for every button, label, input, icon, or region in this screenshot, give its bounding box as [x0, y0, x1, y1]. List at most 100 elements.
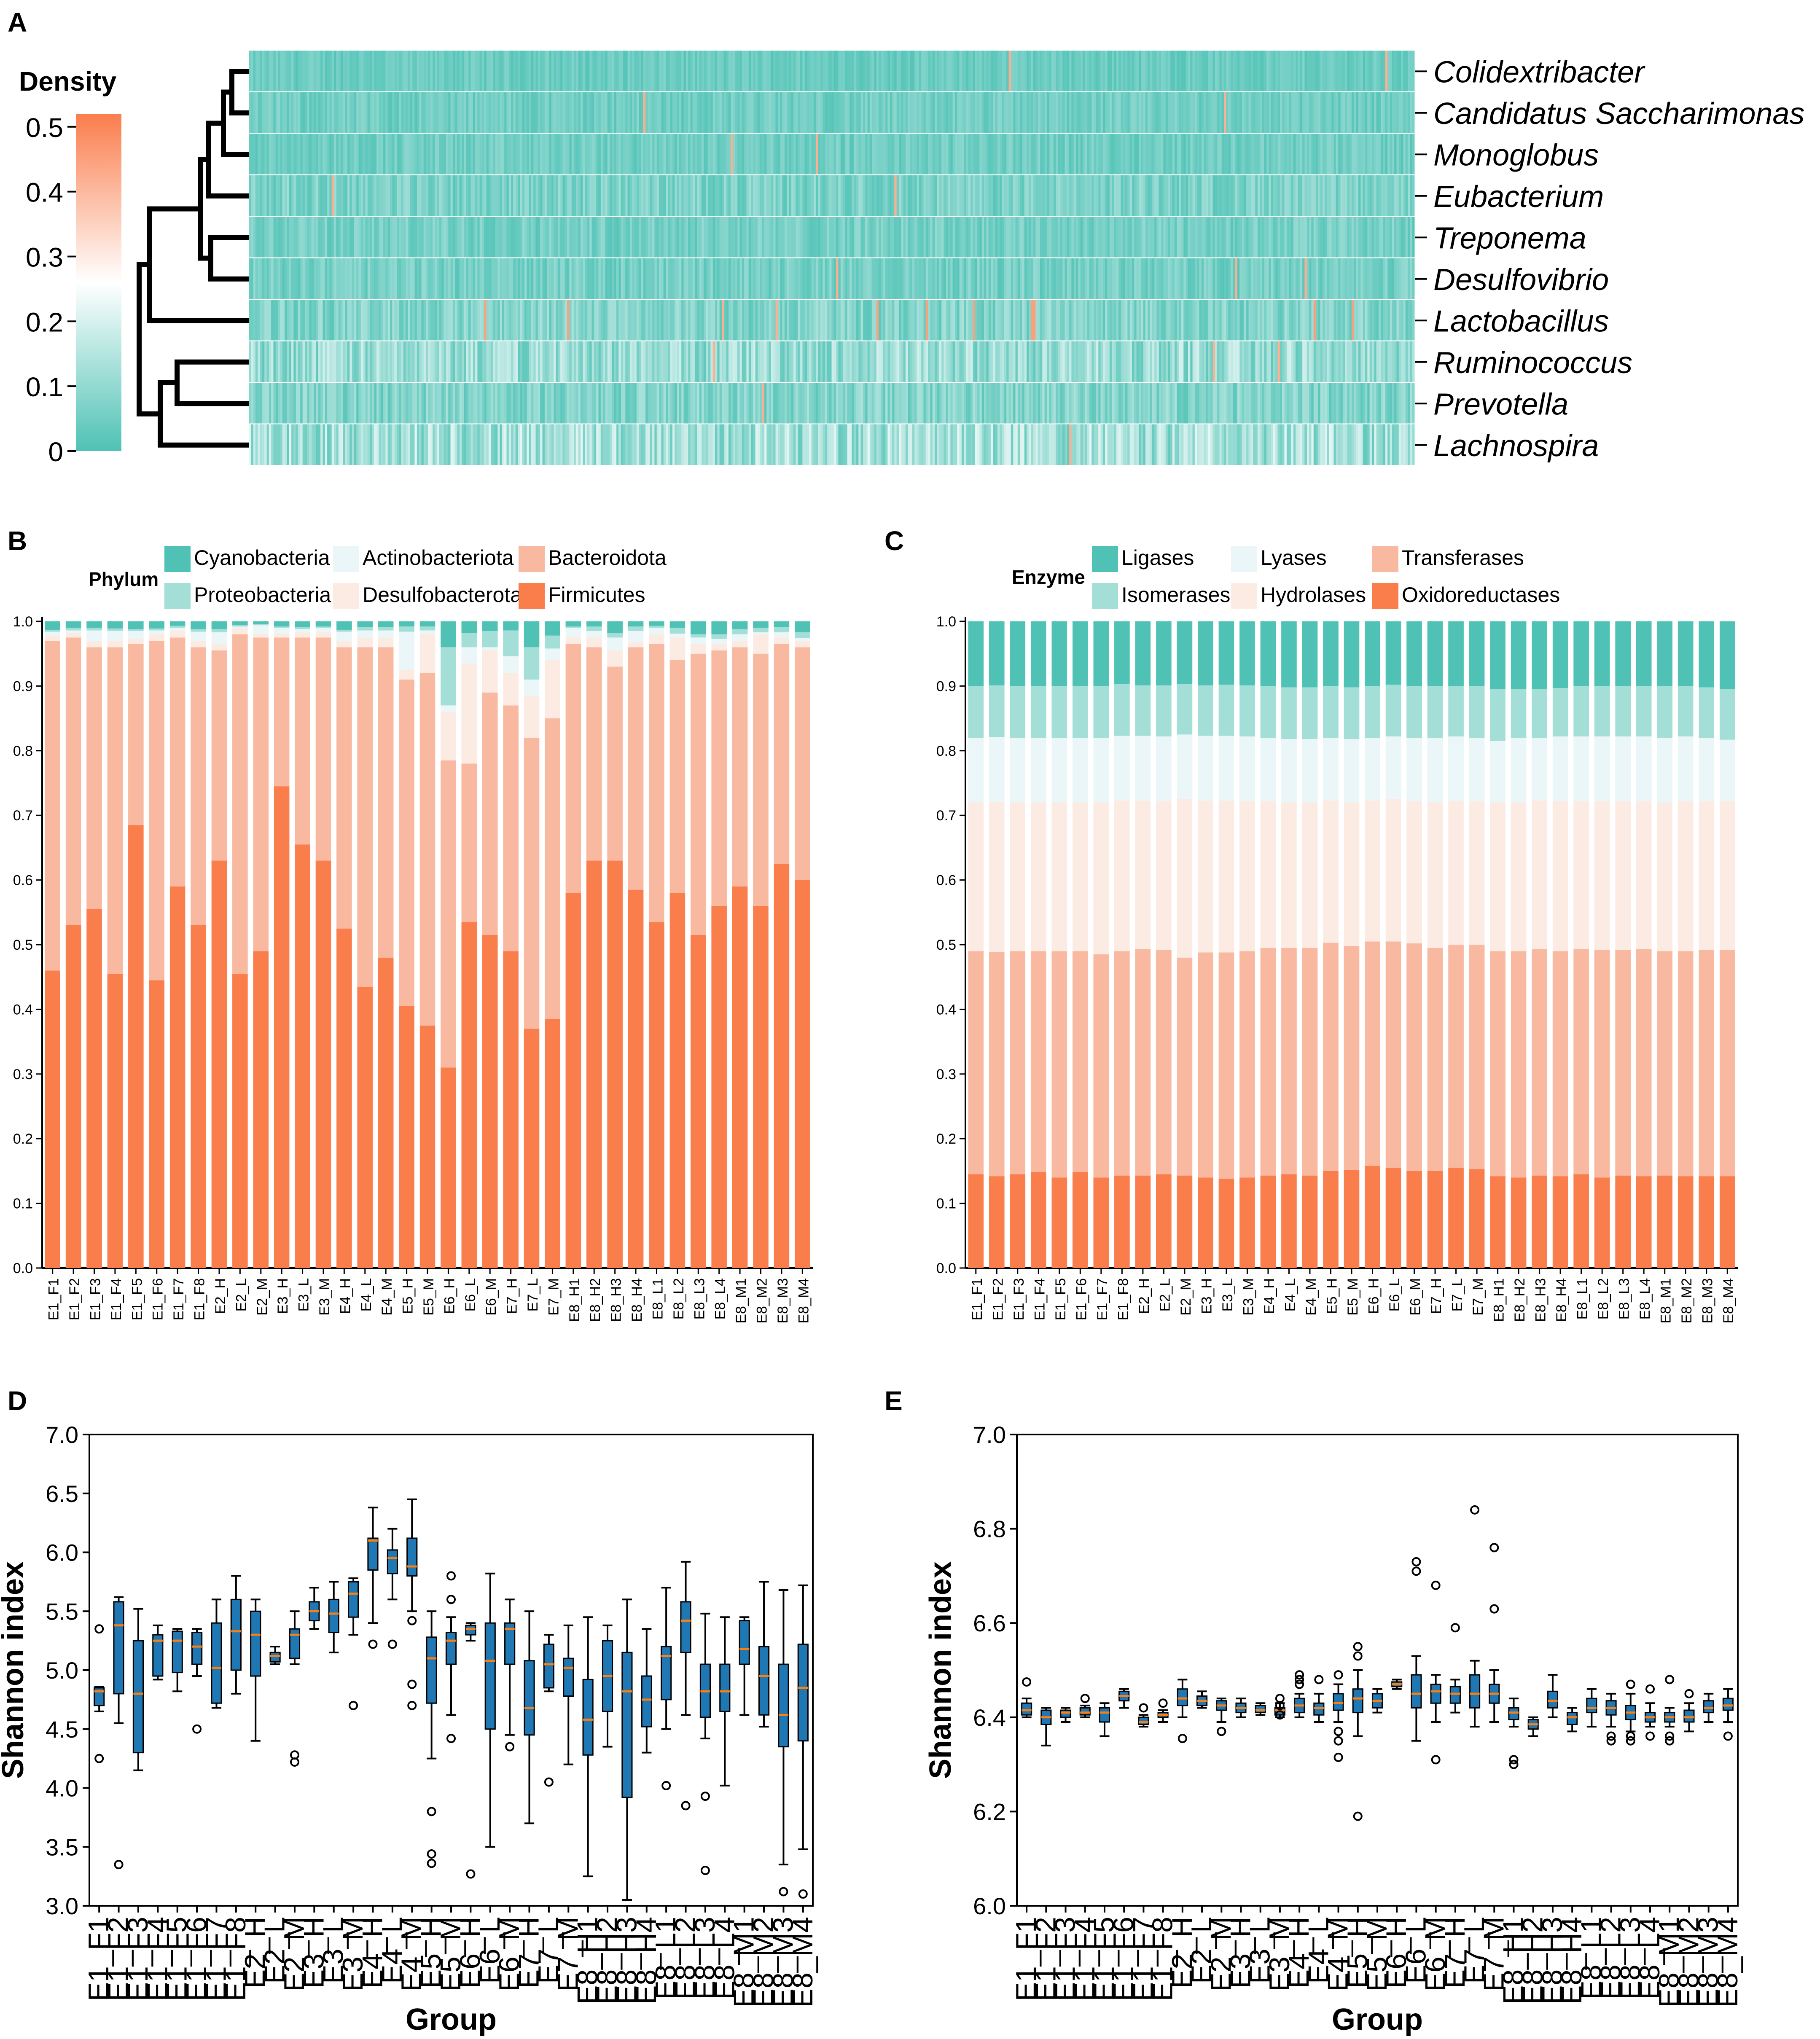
heatmap-cell [997, 217, 1000, 258]
heatmap-cell [816, 424, 819, 465]
heatmap-cell [591, 134, 594, 175]
heatmap-cell [414, 51, 417, 91]
heatmap-cell [1053, 258, 1056, 299]
heatmap-cell [1255, 383, 1258, 424]
heatmap-cell [576, 92, 579, 133]
heatmap-cell [1029, 300, 1032, 341]
heatmap-cell [551, 92, 554, 133]
heatmap-cell [533, 175, 536, 216]
heatmap-cell [349, 134, 352, 175]
heatmap-cell [334, 258, 336, 299]
heatmap-cell [908, 258, 911, 299]
heatmap-cell [448, 424, 451, 465]
heatmap-cell [1378, 300, 1381, 341]
heatmap-cell [1109, 258, 1112, 299]
heatmap-cell [959, 51, 962, 91]
heatmap-cell [973, 92, 976, 133]
heatmap-cell [251, 175, 254, 216]
heatmap-cell [777, 300, 780, 341]
heatmap-cell [455, 300, 458, 341]
heatmap-cell [1298, 258, 1301, 299]
heatmap-cell [1067, 51, 1070, 91]
heatmap-cell [739, 341, 742, 382]
heatmap-cell [847, 175, 850, 216]
heatmap-cell [464, 258, 467, 299]
colorbar-tick-label: 0.5 [26, 113, 63, 143]
heatmap-cell [560, 217, 563, 258]
heatmap-cell [1365, 92, 1368, 133]
heatmap-cell [887, 134, 890, 175]
heatmap-cell [1365, 134, 1368, 175]
heatmap-cell [1255, 92, 1258, 133]
heatmap-cell [1318, 92, 1321, 133]
heatmap-cell [341, 341, 343, 382]
heatmap-cell [896, 51, 899, 91]
heatmap-cell [486, 424, 489, 465]
heatmap-cell [1352, 383, 1354, 424]
heatmap-cell [1107, 258, 1110, 299]
heatmap-cell [352, 51, 355, 91]
heatmap-cell [712, 300, 715, 341]
heatmap-cell [1210, 51, 1213, 91]
heatmap-cell [677, 92, 680, 133]
heatmap-cell [659, 217, 661, 258]
heatmap-cell [865, 134, 868, 175]
heatmap-cell [1027, 383, 1029, 424]
heatmap-cell [1383, 134, 1386, 175]
heatmap-cell [1035, 51, 1038, 91]
heatmap-cell [450, 51, 453, 91]
heatmap-cell [1383, 92, 1386, 133]
heatmap-cell [1338, 217, 1341, 258]
heatmap-cell [379, 51, 382, 91]
heatmap-cell [551, 134, 554, 175]
heatmap-cell [1250, 217, 1253, 258]
heatmap-cell [1031, 175, 1034, 216]
heatmap-cell [511, 300, 513, 341]
heatmap-cell [1098, 258, 1101, 299]
heatmap-cell [473, 134, 476, 175]
heatmap-cell [549, 92, 552, 133]
heatmap-cell [1132, 92, 1134, 133]
heatmap-cell [753, 383, 756, 424]
heatmap-cell [1273, 51, 1276, 91]
heatmap-cell [1277, 217, 1280, 258]
heatmap-cell [621, 92, 624, 133]
heatmap-cell [981, 134, 984, 175]
heatmap-cell [872, 258, 875, 299]
heatmap-cell [966, 300, 969, 341]
heatmap-cell [417, 51, 419, 91]
heatmap-cell [535, 175, 538, 216]
heatmap-cell [282, 217, 285, 258]
heatmap-cell [784, 92, 787, 133]
heatmap-cell [1365, 175, 1368, 216]
heatmap-cell [843, 341, 845, 382]
heatmap-cell [883, 175, 886, 216]
heatmap-cell [1233, 217, 1236, 258]
heatmap-cell [800, 51, 803, 91]
heatmap-cell [1148, 383, 1151, 424]
heatmap-cell [656, 92, 659, 133]
heatmap-cell [748, 92, 751, 133]
heatmap-cell [491, 134, 494, 175]
heatmap-cell [1349, 258, 1352, 299]
heatmap-cell [833, 175, 836, 216]
heatmap-cell [1192, 134, 1195, 175]
heatmap-cell [697, 134, 700, 175]
heatmap-cell [995, 134, 998, 175]
heatmap-cell [1354, 217, 1357, 258]
heatmap-cell [686, 175, 688, 216]
heatmap-cell [535, 217, 538, 258]
heatmap-cell [1215, 258, 1218, 299]
heatmap-cell [412, 300, 415, 341]
heatmap-cell [605, 51, 608, 91]
heatmap-cell [883, 383, 886, 424]
heatmap-cell [1121, 341, 1124, 382]
heatmap-cell [1083, 92, 1085, 133]
heatmap-cell [789, 134, 792, 175]
heatmap-cell [623, 300, 626, 341]
heatmap-cell [833, 341, 836, 382]
heatmap-cell [1172, 51, 1175, 91]
heatmap-cell [1085, 341, 1088, 382]
heatmap-cell [648, 383, 651, 424]
heatmap-cell [565, 92, 567, 133]
